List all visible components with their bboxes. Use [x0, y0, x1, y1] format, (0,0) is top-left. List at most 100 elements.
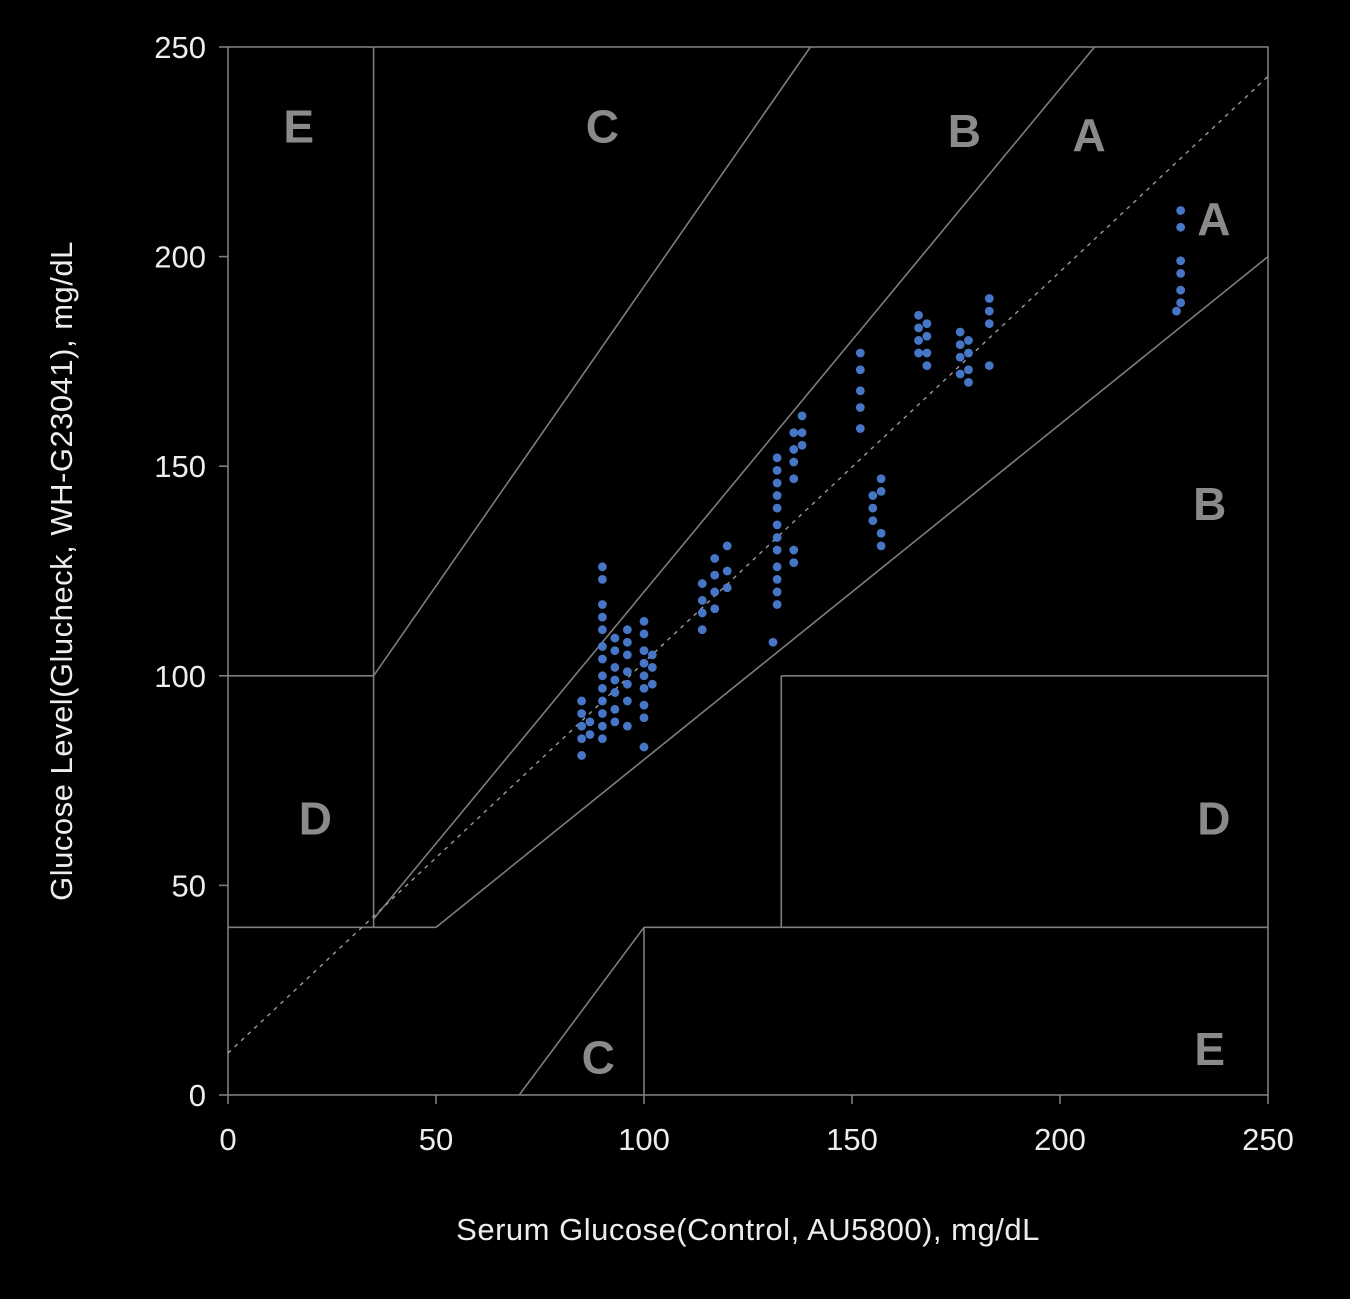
data-point [1176, 206, 1186, 215]
data-point [984, 294, 994, 303]
data-point [772, 533, 782, 542]
data-point [639, 713, 649, 723]
data-point [789, 545, 799, 555]
data-point [710, 587, 720, 597]
data-point [964, 365, 973, 375]
data-point [772, 453, 782, 463]
data-point [639, 646, 649, 656]
data-point [697, 608, 707, 618]
data-point [598, 721, 607, 731]
data-point [647, 663, 657, 672]
data-point [914, 336, 923, 345]
data-point [1176, 268, 1186, 278]
scatter-points [577, 206, 1186, 760]
data-point [797, 411, 807, 421]
y-tick-label: 50 [172, 868, 206, 903]
x-tick-label: 50 [419, 1122, 453, 1157]
data-point [639, 671, 649, 681]
data-point [955, 327, 965, 337]
data-point [922, 319, 932, 329]
data-point [598, 671, 607, 681]
identity-line [227, 75, 1269, 1054]
data-point [610, 633, 620, 643]
data-point [1172, 306, 1181, 316]
data-point [789, 457, 799, 467]
data-point [577, 696, 586, 706]
x-tick-label: 0 [219, 1122, 236, 1157]
data-point [772, 491, 782, 500]
zone-label-D: D [299, 792, 332, 844]
data-point [710, 554, 720, 563]
data-point [868, 491, 878, 500]
data-point [598, 642, 607, 651]
data-point [647, 679, 657, 689]
y-tick-label: 250 [154, 30, 206, 65]
data-point [610, 717, 620, 727]
data-point [639, 683, 649, 693]
zone-label-D: D [1197, 792, 1230, 844]
data-point [789, 428, 799, 438]
data-point [598, 625, 607, 635]
x-tick-label: 250 [1242, 1122, 1294, 1157]
data-point [855, 348, 865, 358]
data-point [610, 646, 620, 656]
data-point [639, 658, 649, 668]
data-point [1176, 256, 1186, 266]
data-point [789, 445, 799, 454]
data-point [855, 403, 865, 412]
zone-label-E: E [283, 101, 314, 153]
zone-label-E: E [1194, 1023, 1225, 1075]
data-point [710, 570, 720, 580]
y-tick-label: 100 [154, 659, 206, 694]
data-point [598, 683, 607, 693]
zone-label-A: A [1197, 193, 1230, 245]
data-point [622, 625, 632, 635]
x-tick-label: 100 [618, 1122, 670, 1157]
zone-boundary-line [372, 46, 812, 677]
data-point [789, 558, 799, 568]
x-tick-label: 150 [826, 1122, 878, 1157]
data-point [697, 579, 707, 588]
data-point [1176, 298, 1186, 308]
data-point [585, 730, 595, 739]
data-point [876, 528, 886, 538]
data-point [639, 700, 649, 710]
data-point [610, 675, 620, 685]
data-point [610, 663, 620, 672]
data-point [639, 629, 649, 639]
data-point [772, 478, 782, 488]
zone-boundary-line [518, 926, 645, 1096]
data-point [797, 440, 807, 450]
data-point [722, 541, 732, 551]
data-point [577, 751, 586, 760]
data-point [772, 562, 782, 572]
x-axis-title: Serum Glucose(Control, AU5800), mg/dL [456, 1212, 1040, 1247]
data-point [577, 709, 586, 718]
data-point [639, 616, 649, 626]
data-point [984, 319, 994, 329]
plot-border [227, 46, 1269, 1096]
data-point [914, 310, 923, 320]
zone-label-B: B [1193, 478, 1226, 530]
data-point [577, 734, 586, 744]
data-point [598, 600, 607, 609]
zone-label-C: C [582, 1031, 615, 1083]
data-point [772, 574, 782, 584]
data-point [772, 520, 782, 530]
data-point [1176, 285, 1186, 295]
data-point [598, 696, 607, 706]
y-axis-title: Glucose Level(Glucheck, WH-G23041), mg/d… [44, 241, 79, 901]
data-point [639, 742, 649, 752]
data-point [955, 340, 965, 350]
data-point [955, 352, 965, 362]
zone-boundary-line [372, 46, 1096, 920]
data-point [577, 721, 586, 731]
data-point [797, 428, 807, 438]
data-point [598, 612, 607, 622]
data-point [868, 503, 878, 513]
data-point [855, 424, 865, 433]
data-point [914, 323, 923, 333]
data-point [984, 306, 994, 316]
